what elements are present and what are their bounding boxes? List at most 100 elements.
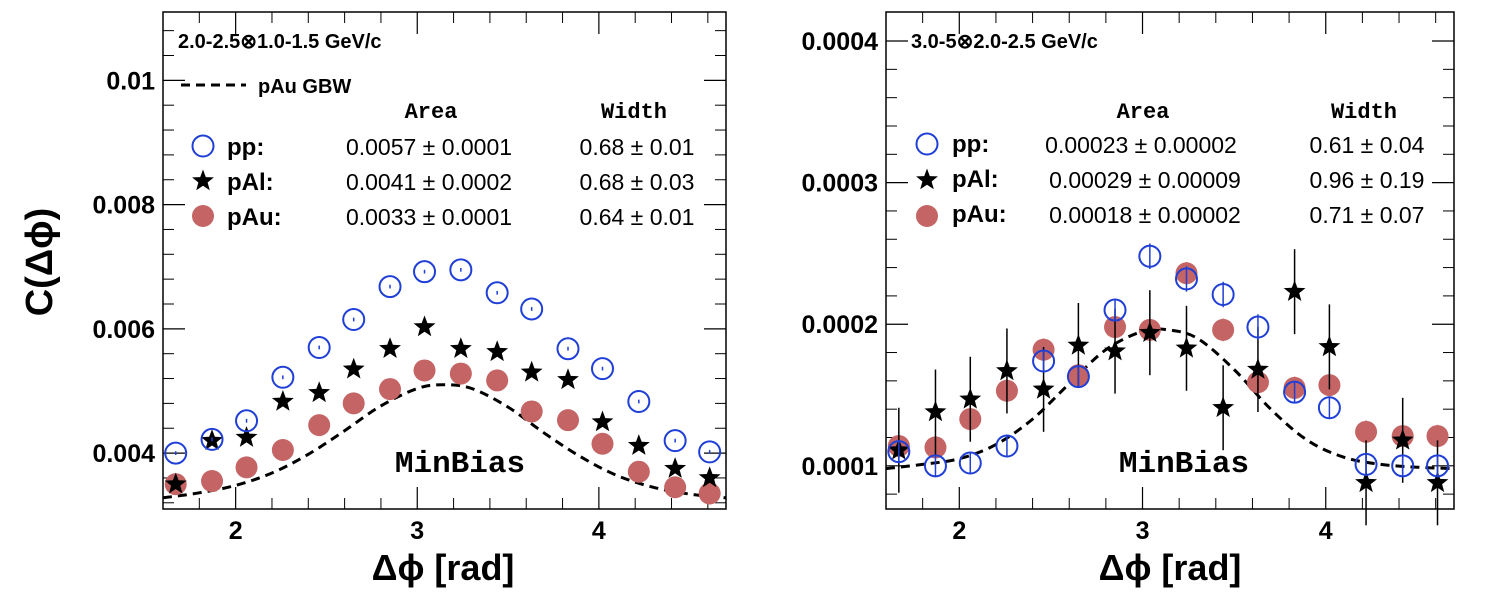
- pp-point: [1283, 380, 1307, 404]
- x-tick-label: 4: [592, 517, 606, 545]
- gbw-fit-line: [885, 327, 1455, 471]
- pp-point: [556, 337, 580, 361]
- pal-point: [1355, 471, 1377, 493]
- right-legend-pp-width: 0.61 ± 0.04: [1310, 132, 1425, 158]
- y-tick-label: 0.0003: [802, 170, 878, 198]
- y-tick-label: 0.0001: [802, 453, 879, 481]
- right-legend-pp-area: 0.00023 ± 0.00002: [1045, 132, 1237, 158]
- right-data-markers: [887, 243, 1450, 526]
- y-tick-label: 0.008: [92, 192, 155, 220]
- y-tick-label: 0.0004: [802, 28, 879, 56]
- pal-point: [1212, 396, 1235, 418]
- pp-point: [1246, 315, 1270, 339]
- pal-point: [698, 466, 721, 488]
- left-plot-frame: [162, 11, 727, 510]
- pau-point: [664, 476, 687, 499]
- left-width-header: Width: [601, 100, 667, 125]
- pp-point: [1174, 267, 1198, 291]
- pau-point: [1212, 318, 1235, 341]
- pp-point: [1426, 454, 1450, 478]
- pp-point: [520, 297, 544, 321]
- pau-point: [1355, 420, 1378, 443]
- left-panel-title: 2.0-2.5⊗1.0-1.5 GeV/c: [178, 31, 382, 53]
- x-tick-label: 4: [1319, 517, 1333, 545]
- pal-point: [959, 387, 982, 409]
- pal-point: [1104, 339, 1126, 361]
- pp-point: [1211, 282, 1235, 306]
- pp-point: [378, 275, 402, 299]
- pp-point: [1103, 298, 1127, 322]
- right-legend-pau-label: pAu:: [952, 201, 1007, 228]
- y-tick-label: 0.006: [92, 316, 155, 344]
- pp-point: [958, 451, 982, 475]
- pp-point: [1066, 365, 1090, 389]
- pal-point: [924, 400, 947, 422]
- pau-point: [342, 392, 365, 415]
- left-gbw-curve: [162, 383, 727, 500]
- x-tick-label: 3: [1136, 517, 1150, 545]
- pal-point: [379, 337, 401, 358]
- pal-point: [627, 434, 650, 455]
- right-minbias-label: MinBias: [1119, 447, 1249, 482]
- x-tick-label: 3: [410, 517, 424, 545]
- pal-point: [1032, 377, 1055, 399]
- pal-point: [1426, 471, 1449, 493]
- pal-point: [1175, 336, 1198, 358]
- legend-pal-marker: [192, 169, 214, 191]
- pal-point: [664, 457, 687, 478]
- pp-point: [995, 434, 1019, 458]
- right-legend-pau-width: 0.71 ± 0.07: [1310, 202, 1425, 228]
- pau-point: [413, 359, 436, 382]
- y-tick-label: 0.0002: [802, 311, 878, 339]
- pp-point: [485, 281, 509, 305]
- pp-point: [235, 409, 259, 433]
- pp-point: [591, 357, 615, 381]
- right-gbw-curve: [885, 327, 1455, 471]
- pal-point: [486, 340, 509, 362]
- left-legend-pau-area: 0.0033 ± 0.0001: [346, 204, 512, 230]
- pal-point: [449, 337, 472, 358]
- right-legend-pal-label: pAl:: [952, 166, 999, 193]
- legend-pal-marker: [916, 168, 938, 190]
- pp-point: [164, 441, 188, 465]
- left-legend-pp-width: 0.68 ± 0.01: [580, 134, 695, 160]
- pp-point: [449, 258, 473, 282]
- pau-point: [235, 456, 258, 479]
- legend-pau-marker: [192, 205, 214, 227]
- pp-point: [887, 440, 911, 464]
- y-tick-label: 0.01: [106, 67, 155, 95]
- pau-point: [308, 414, 331, 437]
- pal-point: [557, 368, 579, 390]
- pau-point: [520, 400, 543, 423]
- pal-point: [1283, 280, 1306, 301]
- left-legend-pal-width: 0.68 ± 0.03: [580, 169, 695, 195]
- pp-point: [923, 454, 947, 478]
- left-legend-pp-label: pp:: [227, 134, 264, 161]
- y-axis-title: C(Δϕ): [19, 208, 61, 317]
- pau-point: [201, 470, 224, 493]
- pal-point: [308, 381, 331, 403]
- pal-point: [1067, 334, 1090, 355]
- pal-point: [1318, 335, 1341, 357]
- pal-point: [1138, 321, 1161, 342]
- left-legend-pal-label: pAl:: [227, 169, 274, 196]
- pau-point: [486, 369, 509, 392]
- left-legend-gbw-label: pAu GBW: [258, 76, 351, 98]
- pal-point: [413, 315, 436, 337]
- pal-point: [342, 357, 365, 379]
- x-tick-label: 2: [229, 517, 243, 545]
- pp-point: [627, 390, 651, 414]
- right-panel-title: 3.0-5⊗2.0-2.5 GeV/c: [911, 31, 1098, 53]
- pal-point: [271, 390, 294, 411]
- legend-pp-marker: [915, 132, 939, 156]
- pp-point: [1138, 244, 1162, 268]
- right-legend-pp-label: pp:: [952, 131, 989, 158]
- pau-point: [449, 362, 472, 385]
- pp-point: [271, 365, 295, 389]
- left-legend-markers: [191, 134, 215, 227]
- pal-point: [235, 426, 258, 447]
- legend-pau-marker: [916, 205, 938, 227]
- pau-point: [627, 460, 650, 483]
- right-legend-pau-area: 0.00018 ± 0.00002: [1049, 202, 1241, 228]
